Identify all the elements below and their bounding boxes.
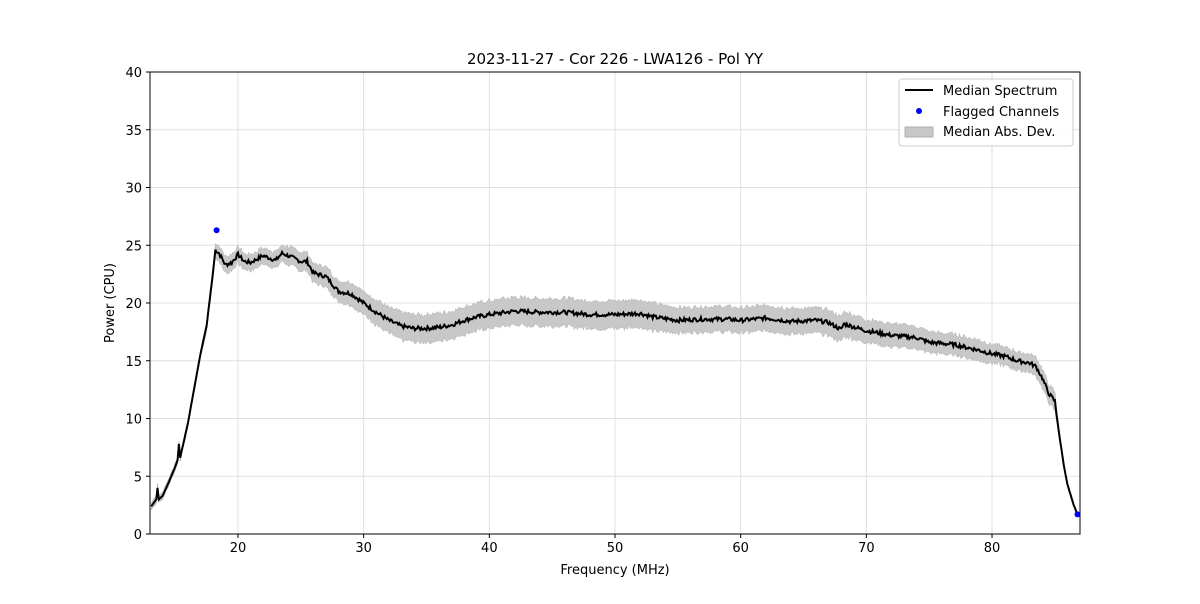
y-tick-label: 10 <box>125 413 142 428</box>
x-tick-label: 60 <box>732 541 749 556</box>
x-tick-label: 80 <box>984 541 1001 556</box>
y-axis-label: Power (CPU) <box>103 263 118 343</box>
legend-dot-swatch <box>916 108 922 114</box>
x-tick-label: 50 <box>607 541 624 556</box>
chart-title: 2023-11-27 - Cor 226 - LWA126 - Pol YY <box>467 50 764 68</box>
mad-band <box>151 242 1078 516</box>
legend-flagged: Flagged Channels <box>943 105 1059 120</box>
y-tick-label: 20 <box>125 297 142 312</box>
x-axis: 20 30 40 50 60 70 80 <box>230 534 1001 556</box>
x-tick-label: 20 <box>230 541 247 556</box>
flagged-points <box>213 227 1081 518</box>
x-tick-label: 40 <box>481 541 498 556</box>
y-tick-label: 5 <box>134 470 142 485</box>
y-tick-label: 35 <box>125 124 142 139</box>
y-axis: 0 5 10 15 20 25 30 35 40 <box>125 66 150 543</box>
x-tick-label: 30 <box>355 541 372 556</box>
flagged-channel-point <box>213 227 220 234</box>
x-tick-label: 70 <box>858 541 875 556</box>
y-tick-label: 30 <box>125 182 142 197</box>
y-tick-label: 25 <box>125 239 142 254</box>
y-tick-label: 40 <box>125 66 142 81</box>
y-tick-label: 0 <box>134 528 142 543</box>
y-tick-label: 15 <box>125 355 142 370</box>
grid <box>150 71 1080 535</box>
legend-band-swatch <box>904 126 934 138</box>
median-spectrum-line <box>150 249 1079 515</box>
legend-mad: Median Abs. Dev. <box>943 125 1055 140</box>
legend: Median Spectrum Flagged Channels Median … <box>898 78 1074 147</box>
legend-median: Median Spectrum <box>943 84 1057 99</box>
legend-box <box>898 78 1074 147</box>
flagged-channel-point <box>1074 511 1081 518</box>
x-axis-label: Frequency (MHz) <box>560 563 669 578</box>
